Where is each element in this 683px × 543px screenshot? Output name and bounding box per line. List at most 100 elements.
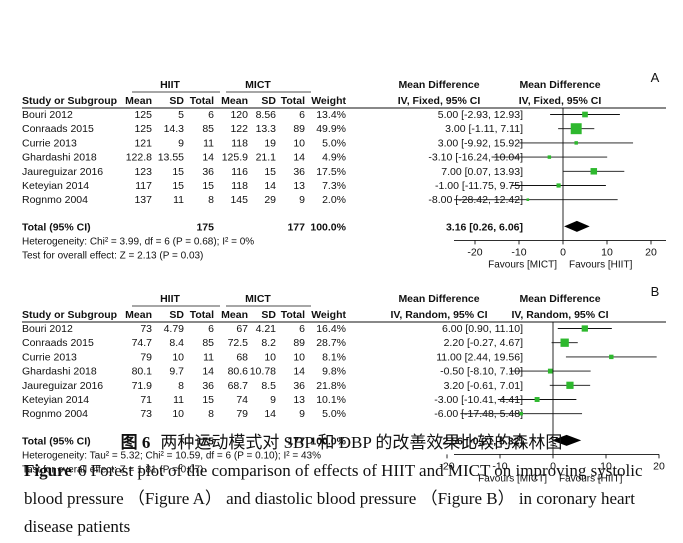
- plot-header-title: Mean Difference: [519, 293, 600, 305]
- total-weight: 100.0%: [310, 435, 346, 447]
- mict-total: 6: [299, 323, 305, 335]
- overall-effect-text: Test for overall effect: Z = 2.13 (P = 0…: [22, 250, 203, 261]
- mict-total: 36: [293, 380, 305, 392]
- header-sd-mict: SD: [261, 309, 276, 321]
- study-weight: 9.8%: [322, 366, 346, 378]
- study-name: Rognmo 2004: [22, 408, 88, 420]
- study-ci-text: 3.00 [-1.11, 7.11]: [445, 123, 523, 135]
- mict-mean: 116: [231, 166, 248, 178]
- study-weight: 5.0%: [322, 408, 346, 420]
- hiit-sd: 8.4: [169, 337, 184, 349]
- mict-total: 9: [299, 408, 305, 420]
- x-tick-label: 20: [653, 460, 665, 472]
- mict-sd: 10: [264, 351, 276, 363]
- mict-mean: 68.7: [228, 380, 249, 392]
- mict-mean: 67: [236, 323, 248, 335]
- hiit-sd: 11: [173, 394, 184, 406]
- study-name: Jaureguizar 2016: [22, 380, 103, 392]
- hiit-sd: 15: [172, 180, 184, 192]
- forest-panel-a: A HIIT MICT Mean Difference Mean Difference S…: [22, 70, 666, 270]
- mict-total: 89: [293, 337, 305, 349]
- overall-effect-text: Test for overall effect: Z = 1.81 (P = 0…: [22, 464, 203, 475]
- study-point-square: [534, 397, 540, 402]
- mict-total: 89: [293, 123, 305, 135]
- study-name: Rognmo 2004: [22, 194, 88, 206]
- study-ci-text: 3.00 [-9.92, 15.92]: [438, 137, 523, 149]
- study-weight: 5.0%: [322, 137, 346, 149]
- header-total-hiit: Total: [190, 309, 214, 321]
- study-ci-text: 2.20 [-0.27, 4.67]: [444, 337, 523, 349]
- hiit-mean: 73: [140, 323, 152, 335]
- header-sd-hiit: SD: [169, 309, 184, 321]
- mict-mean: 79: [236, 408, 248, 420]
- study-point-square: [574, 141, 578, 145]
- total-mict-n: 177: [287, 221, 305, 233]
- hiit-mean: 73: [140, 408, 152, 420]
- hiit-sd: 9.7: [169, 366, 184, 378]
- hiit-total: 36: [202, 166, 214, 178]
- study-ci-text: -6.00 [-17.48, 5.48]: [434, 408, 523, 420]
- mict-sd: 8.56: [256, 109, 277, 121]
- figure-caption-english: Figure 6 Forest plot of the comparison of…: [24, 457, 674, 541]
- hiit-mean: 125: [134, 109, 152, 121]
- mict-total: 14: [293, 152, 305, 164]
- hiit-mean: 125: [134, 123, 152, 135]
- study-weight: 7.3%: [322, 180, 346, 192]
- mict-mean: 120: [230, 109, 248, 121]
- study-point-square: [547, 368, 553, 374]
- header-total-mict: Total: [281, 95, 305, 107]
- header-plot-method: IV, Fixed, 95% CI: [519, 95, 602, 107]
- hiit-total: 85: [202, 123, 214, 135]
- study-name: Conraads 2015: [22, 123, 94, 135]
- mict-total: 6: [299, 109, 305, 121]
- hiit-mean: 80.1: [132, 366, 153, 378]
- study-ci-text: -3.00 [-10.41, 4.41]: [434, 394, 523, 406]
- x-tick-label: -10: [511, 246, 526, 258]
- mict-total: 10: [293, 351, 305, 363]
- hiit-sd: 8: [178, 380, 184, 392]
- figure-label-english: Figure: [24, 461, 72, 480]
- forest-panel-b: B HIIT MICT Mean Difference Mean Difference S…: [22, 284, 666, 484]
- hiit-total: 6: [208, 323, 214, 335]
- header-total-mict: Total: [281, 309, 305, 321]
- mict-mean: 125.9: [222, 152, 248, 164]
- mict-total: 13: [293, 180, 305, 192]
- study-name: Jaureguizar 2016: [22, 166, 103, 178]
- mict-mean: 72.5: [228, 337, 249, 349]
- header-plot-method: IV, Random, 95% CI: [511, 309, 608, 321]
- mict-sd: 21.1: [256, 152, 277, 164]
- mict-total: 36: [293, 166, 305, 178]
- mict-sd: 13.3: [256, 123, 277, 135]
- hiit-total: 85: [202, 337, 214, 349]
- md-header-title: Mean Difference: [398, 79, 479, 91]
- study-ci-text: -3.10 [-16.24, 10.04]: [428, 152, 523, 164]
- mict-sd: 4.21: [256, 323, 277, 335]
- hiit-mean: 121: [134, 137, 152, 149]
- x-tick-label: -20: [439, 460, 454, 472]
- study-ci-text: 3.20 [-0.61, 7.01]: [444, 380, 523, 392]
- figure-caption-chinese: 图 6 两种运动模式对 SBP 和 DBP 的改善效果比较的森林图: [0, 428, 683, 453]
- hiit-mean: 122.8: [126, 152, 152, 164]
- study-ci-text: 11.00 [2.44, 19.56]: [436, 351, 523, 363]
- figure-title-chinese: 两种运动模式对 SBP 和 DBP 的改善效果比较的森林图: [160, 433, 563, 452]
- group-header-hiit: HIIT: [160, 79, 180, 91]
- study-weight: 21.8%: [316, 380, 346, 392]
- study-point-square: [582, 111, 588, 118]
- hiit-total: 36: [202, 380, 214, 392]
- x-tick-label: 0: [550, 460, 556, 472]
- hiit-sd: 15: [172, 166, 184, 178]
- mict-mean: 118: [231, 137, 248, 149]
- group-header-mict: MICT: [245, 293, 271, 305]
- study-ci-text: 7.00 [0.07, 13.93]: [441, 166, 523, 178]
- study-point-square: [590, 168, 598, 175]
- favours-right-label: Favours [HIIT]: [559, 473, 623, 484]
- study-ci-text: -0.50 [-8.10, 7.10]: [440, 366, 523, 378]
- study-ci-text: 6.00 [0.90, 11.10]: [442, 323, 523, 335]
- study-name: Conraads 2015: [22, 337, 94, 349]
- hiit-sd: 10: [172, 351, 184, 363]
- study-weight: 10.1%: [316, 394, 346, 406]
- total-label: Total (95% CI): [22, 435, 91, 447]
- panel-letter: A: [651, 70, 660, 85]
- mict-total: 14: [293, 366, 305, 378]
